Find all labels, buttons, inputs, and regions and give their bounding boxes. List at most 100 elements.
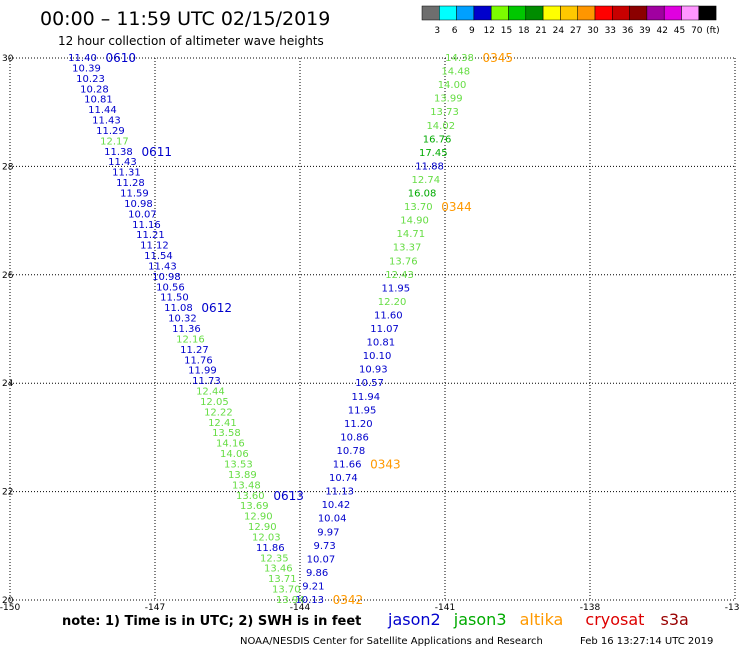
legend-swatch xyxy=(490,5,509,21)
swh-value: 11.36 xyxy=(172,324,201,335)
swh-value: 12.90 xyxy=(248,522,277,533)
swh-value: 14.02 xyxy=(426,121,455,132)
legend-label: 24 xyxy=(553,26,565,36)
swh-value: 10.86 xyxy=(340,432,369,443)
swh-value: 10.13 xyxy=(295,595,324,606)
swh-value: 11.99 xyxy=(188,366,217,377)
swh-value: 11.44 xyxy=(88,105,117,116)
swh-value: 11.38 xyxy=(104,147,133,158)
swh-value: 11.27 xyxy=(180,345,209,356)
axis-ticks: -150 -147 -144 -141 -138 -135 30 28 26 24 22 20 xyxy=(0,54,740,613)
swh-value: 13.58 xyxy=(212,428,241,439)
satellite-name: cryosat xyxy=(585,610,644,629)
legend-swatch xyxy=(698,5,717,21)
y-tick-label: 26 xyxy=(2,271,14,281)
swh-value: 12.90 xyxy=(244,512,273,523)
legend-label: 21 xyxy=(535,26,546,36)
swh-value: 11.66 xyxy=(333,460,362,471)
track-time-label: 0613 xyxy=(273,489,304,503)
swh-value: 10.39 xyxy=(72,63,101,74)
y-tick-label: 30 xyxy=(2,54,14,64)
x-tick-label: -138 xyxy=(580,603,601,613)
swh-value: 11.07 xyxy=(370,324,399,335)
legend-label: 36 xyxy=(622,26,634,36)
x-tick-label: -147 xyxy=(145,603,165,613)
swh-value: 11.73 xyxy=(192,376,221,387)
swh-value: 10.07 xyxy=(128,209,157,220)
swh-value: 13.70 xyxy=(404,202,433,213)
legend-label: 42 xyxy=(656,26,667,36)
legend-unit: (ft) xyxy=(706,26,720,36)
track-time-label: 0343 xyxy=(370,458,401,472)
y-tick-label: 20 xyxy=(2,596,14,606)
swh-value: 13.73 xyxy=(430,107,459,118)
x-tick-label: -141 xyxy=(435,603,455,613)
swh-value: 12.03 xyxy=(252,532,281,543)
satellite-name: jason3 xyxy=(453,610,507,629)
swh-value: 12.20 xyxy=(378,297,407,308)
swh-value: 11.08 xyxy=(164,303,193,314)
swh-value: 14.06 xyxy=(220,449,249,460)
legend-swatch xyxy=(577,5,596,21)
legend-swatch xyxy=(663,5,682,21)
swh-value: 10.56 xyxy=(156,282,185,293)
legend-label: 9 xyxy=(469,26,475,36)
swh-value: 13.70 xyxy=(272,585,301,596)
legend-swatch xyxy=(612,5,630,21)
swh-value: 11.60 xyxy=(374,310,403,321)
swh-value: 16.08 xyxy=(408,189,437,200)
track-time-label: 0345 xyxy=(483,51,514,65)
swh-value: 11.95 xyxy=(382,283,411,294)
swh-value: 10.81 xyxy=(84,95,113,106)
legend-label: 45 xyxy=(674,26,685,36)
swh-value: 10.93 xyxy=(359,365,388,376)
swh-value: 11.20 xyxy=(344,419,373,430)
swh-value: 12.35 xyxy=(260,553,289,564)
swh-value: 14.48 xyxy=(441,67,470,78)
swh-value: 10.07 xyxy=(307,554,336,565)
swh-value: 16.76 xyxy=(423,134,452,145)
track-time-label: 0342 xyxy=(333,593,364,607)
legend-label: 18 xyxy=(518,26,530,36)
swh-value: 11.31 xyxy=(112,168,141,179)
legend-label: 15 xyxy=(501,26,512,36)
y-tick-label: 24 xyxy=(2,379,14,389)
swh-value: 11.95 xyxy=(348,405,377,416)
legend-label: 12 xyxy=(483,26,494,36)
footer-note: note: 1) Time is in UTC; 2) SWH is in fe… xyxy=(62,614,361,629)
legend-swatch xyxy=(646,5,665,21)
swh-value: 14.16 xyxy=(216,439,245,450)
swh-value: 13.53 xyxy=(224,460,253,471)
swh-value: 13.89 xyxy=(228,470,257,481)
swh-value: 12.05 xyxy=(200,397,229,408)
legend-swatch xyxy=(525,5,544,21)
grid xyxy=(9,57,736,601)
swh-value: 10.98 xyxy=(152,272,181,283)
swh-value: 14.38 xyxy=(445,53,474,64)
swh-value: 11.13 xyxy=(325,487,354,498)
swh-value: 11.50 xyxy=(160,293,189,304)
swh-value: 13.60 xyxy=(236,491,265,502)
legend-swatch xyxy=(681,5,700,21)
swh-value: 10.78 xyxy=(337,446,366,457)
legend-swatch xyxy=(456,5,475,21)
swh-value: 11.21 xyxy=(136,230,165,241)
swh-value: 14.71 xyxy=(396,229,425,240)
legend-swatch xyxy=(508,5,527,21)
swh-value: 9.97 xyxy=(317,527,339,538)
swh-value: 12.44 xyxy=(196,387,225,398)
swh-value: 11.40 xyxy=(68,53,97,64)
track-time-label: 0612 xyxy=(201,301,232,315)
tracks: 11.4010.3910.2310.2810.8111.4411.4311.29… xyxy=(68,51,513,607)
swh-value: 10.81 xyxy=(367,338,396,349)
legend-swatch xyxy=(473,5,492,21)
swh-value: 10.32 xyxy=(168,314,197,325)
x-tick-label: -150 xyxy=(0,603,20,613)
y-tick-label: 22 xyxy=(2,488,13,498)
swh-value: 12.16 xyxy=(176,334,205,345)
swh-value: 11.29 xyxy=(96,126,125,137)
swh-value: 14.00 xyxy=(438,80,467,91)
y-tick-label: 28 xyxy=(2,162,14,172)
swh-value: 10.42 xyxy=(322,500,351,511)
